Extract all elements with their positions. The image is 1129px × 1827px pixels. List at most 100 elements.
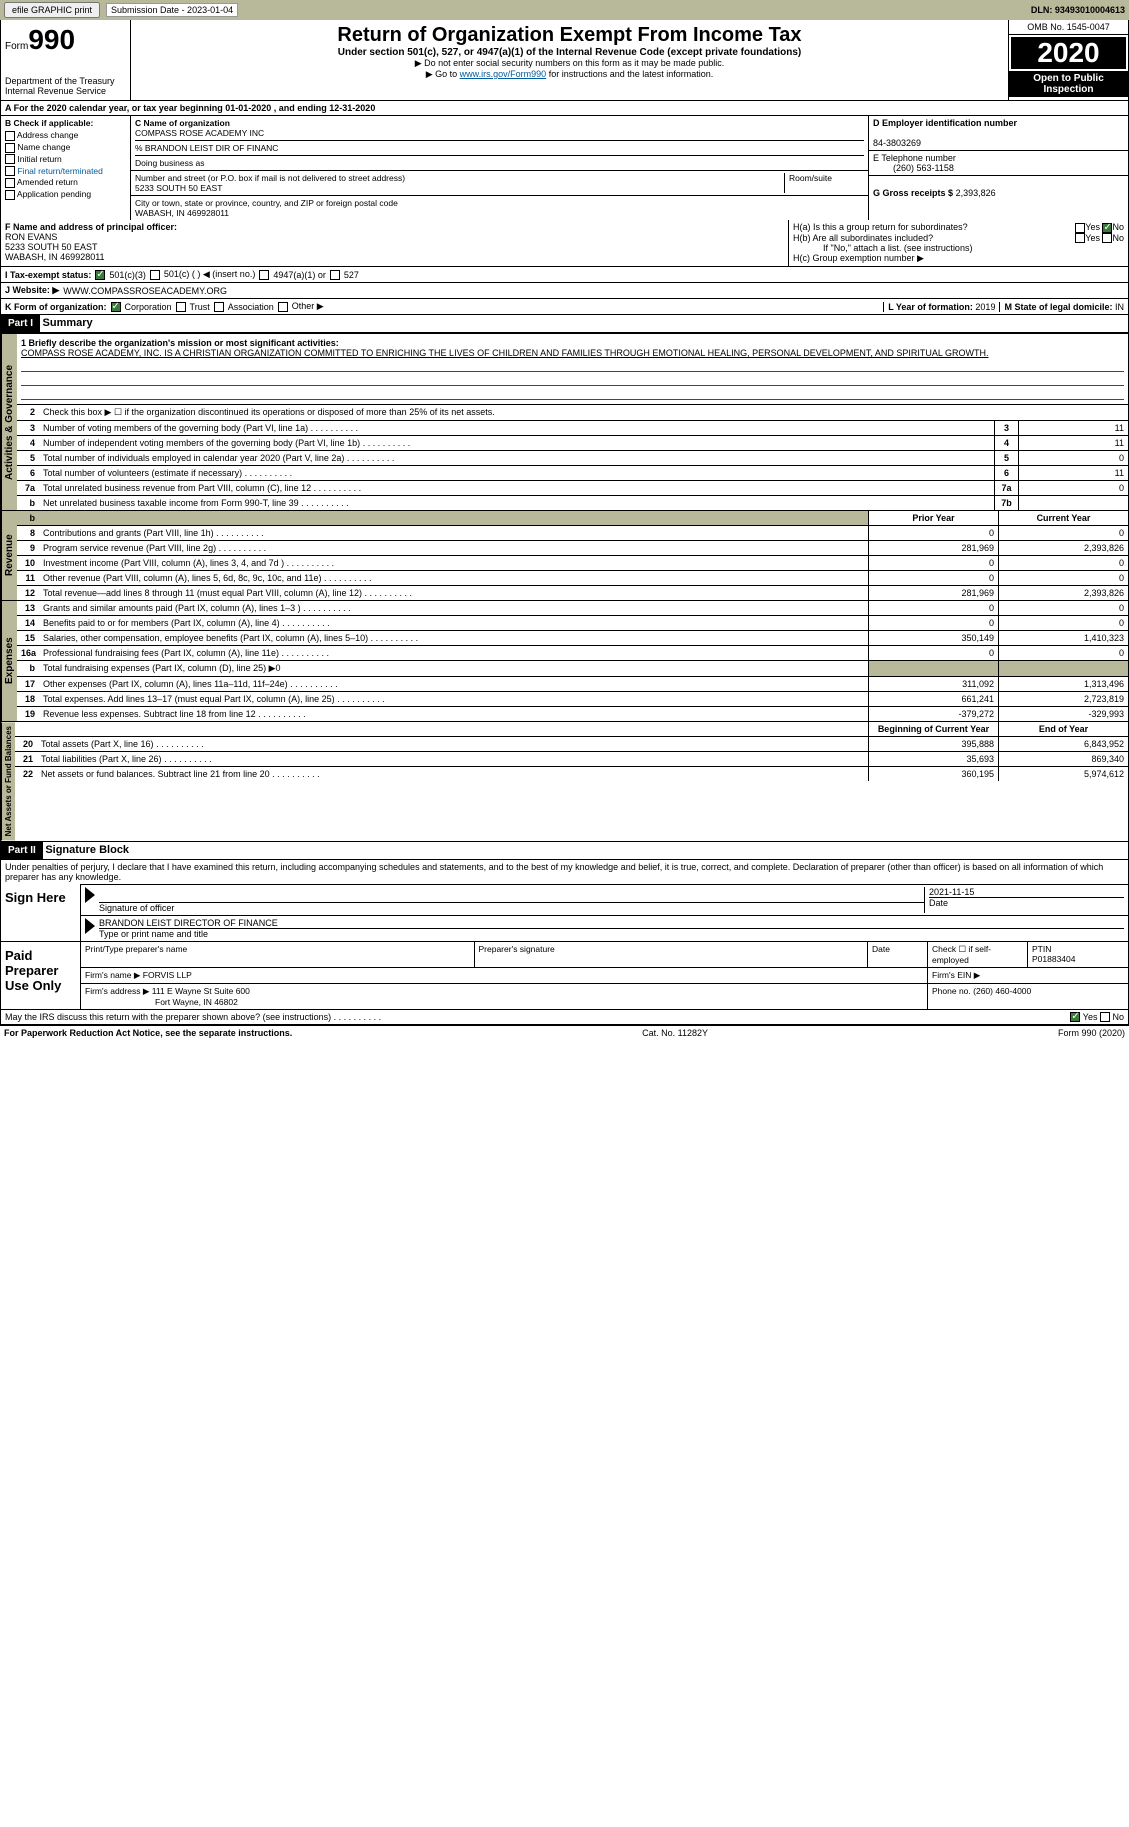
cb-527[interactable] <box>330 270 340 280</box>
summary-line: 12Total revenue—add lines 8 through 11 (… <box>17 586 1128 600</box>
website: WWW.COMPASSROSEACADEMY.ORG <box>63 286 227 296</box>
prior-year-hdr: Prior Year <box>868 511 998 525</box>
summary-line: 8Contributions and grants (Part VIII, li… <box>17 526 1128 541</box>
summary-line: 6Total number of volunteers (estimate if… <box>17 466 1128 481</box>
note-link-post: for instructions and the latest informat… <box>546 69 713 79</box>
cb-name-change[interactable] <box>5 143 15 153</box>
summary-line: bNet unrelated business taxable income f… <box>17 496 1128 510</box>
col-d: D Employer identification number 84-3803… <box>868 116 1128 220</box>
phone: (260) 460-4000 <box>973 986 1031 996</box>
summary-line: 21Total liabilities (Part X, line 26)35,… <box>15 752 1128 767</box>
form-number: 990 <box>28 24 75 55</box>
mission-label: 1 Briefly describe the organization's mi… <box>21 338 339 348</box>
cb-hb-yes[interactable] <box>1075 233 1085 243</box>
dept-label: Department of the Treasury Internal Reve… <box>5 76 126 96</box>
col-b-checkboxes: B Check if applicable: Address change Na… <box>1 116 131 220</box>
net-section: Net Assets or Fund Balances Beginning of… <box>0 722 1129 841</box>
page-footer: For Paperwork Reduction Act Notice, see … <box>0 1025 1129 1040</box>
ha-label: H(a) Is this a group return for subordin… <box>793 222 968 233</box>
cb-app-pending[interactable] <box>5 190 15 200</box>
officer-name-title: BRANDON LEIST DIRECTOR OF FINANCE <box>99 918 1124 929</box>
addr: 5233 SOUTH 50 EAST <box>135 183 784 193</box>
form-header: Form990 Department of the Treasury Inter… <box>0 20 1129 101</box>
note-link-pre: ▶ Go to <box>426 69 460 79</box>
part2-title: Signature Block <box>45 844 129 856</box>
form-title: Return of Organization Exempt From Incom… <box>135 24 1004 47</box>
signature-block: Under penalties of perjury, I declare th… <box>0 860 1129 1010</box>
current-year-hdr: Current Year <box>998 511 1128 525</box>
org-name: COMPASS ROSE ACADEMY INC <box>135 128 864 138</box>
row-b-shade: b <box>17 511 39 525</box>
cb-501c3[interactable] <box>95 270 105 280</box>
cb-amended[interactable] <box>5 178 15 188</box>
cb-initial-return[interactable] <box>5 154 15 164</box>
firm-addr: 111 E Wayne St Suite 600 <box>152 986 250 996</box>
summary-line: 15Salaries, other compensation, employee… <box>17 631 1128 646</box>
cb-corp[interactable] <box>111 302 121 312</box>
sig-officer-label: Signature of officer <box>99 903 924 913</box>
cb-assoc[interactable] <box>214 302 224 312</box>
summary-line: 22Net assets or fund balances. Subtract … <box>15 767 1128 781</box>
row-k: K Form of organization: Corporation Trus… <box>0 299 1129 315</box>
tax-year: 2020 <box>1009 35 1128 71</box>
summary-line: 14Benefits paid to or for members (Part … <box>17 616 1128 631</box>
top-bar: efile GRAPHIC print Submission Date - 20… <box>0 0 1129 20</box>
cb-final-return[interactable] <box>5 166 15 176</box>
efile-button[interactable]: efile GRAPHIC print <box>4 2 100 18</box>
open-inspection: Open to Public Inspection <box>1009 71 1128 97</box>
hc-label: H(c) Group exemption number ▶ <box>793 253 1124 264</box>
sign-here-label: Sign Here <box>1 884 81 941</box>
dln: DLN: 93493010004613 <box>1031 5 1125 15</box>
officer-addr1: 5233 SOUTH 50 EAST <box>5 242 98 252</box>
cb-address-change[interactable] <box>5 131 15 141</box>
officer-name: RON EVANS <box>5 232 57 242</box>
gov-section: Activities & Governance 1 Briefly descri… <box>0 333 1129 511</box>
cb-other[interactable] <box>278 302 288 312</box>
cb-trust[interactable] <box>176 302 186 312</box>
form-org-label: K Form of organization: <box>5 302 107 312</box>
officer-addr2: WABASH, IN 469928011 <box>5 252 105 262</box>
city: WABASH, IN 469928011 <box>135 208 864 218</box>
discuss-row: May the IRS discuss this return with the… <box>0 1010 1129 1026</box>
firm-city: Fort Wayne, IN 46802 <box>85 997 238 1007</box>
cb-discuss-yes[interactable] <box>1070 1012 1080 1022</box>
cb-hb-no[interactable] <box>1102 233 1112 243</box>
summary-line: 20Total assets (Part X, line 16)395,8886… <box>15 737 1128 752</box>
summary-line: 5Total number of individuals employed in… <box>17 451 1128 466</box>
sig-arrow-icon <box>85 918 95 934</box>
tel: (260) 563-1158 <box>873 163 954 173</box>
ein: 84-3803269 <box>873 138 921 148</box>
vtab-net-assets: Net Assets or Fund Balances <box>1 722 15 840</box>
ptin-label: PTIN <box>1032 944 1051 954</box>
self-emp-label: Check ☐ if self-employed <box>928 942 1028 967</box>
cb-4947[interactable] <box>259 270 269 280</box>
officer-label: F Name and address of principal officer: <box>5 222 177 232</box>
summary-line: 13Grants and similar amounts paid (Part … <box>17 601 1128 616</box>
cb-discuss-no[interactable] <box>1100 1012 1110 1022</box>
cb-501c[interactable] <box>150 270 160 280</box>
gross-label: G Gross receipts $ <box>873 188 953 198</box>
exp-section: Expenses 13Grants and similar amounts pa… <box>0 601 1129 722</box>
cb-ha-yes[interactable] <box>1075 223 1085 233</box>
irs-link[interactable]: www.irs.gov/Form990 <box>460 69 547 79</box>
footer-form: Form 990 (2020) <box>1058 1028 1125 1038</box>
summary-line: 11Other revenue (Part VIII, column (A), … <box>17 571 1128 586</box>
summary-line: 16aProfessional fundraising fees (Part I… <box>17 646 1128 661</box>
vtab-revenue: Revenue <box>1 511 17 600</box>
part2-hdr: Part II <box>1 842 43 859</box>
firm-addr-label: Firm's address ▶ <box>85 986 149 996</box>
sig-arrow-icon <box>85 887 95 903</box>
summary-line: 7aTotal unrelated business revenue from … <box>17 481 1128 496</box>
ptin: P01883404 <box>1032 954 1076 964</box>
mission-line <box>21 374 1124 386</box>
mission-line <box>21 388 1124 400</box>
summary-line: 9Program service revenue (Part VIII, lin… <box>17 541 1128 556</box>
section-fh: F Name and address of principal officer:… <box>0 220 1129 267</box>
cb-ha-no[interactable] <box>1102 223 1112 233</box>
summary-line: 3Number of voting members of the governi… <box>17 421 1128 436</box>
row-i: I Tax-exempt status: 501(c)(3) 501(c) ( … <box>0 267 1129 283</box>
gross: 2,393,826 <box>956 188 996 198</box>
vtab-expenses: Expenses <box>1 601 17 721</box>
prep-sig-label: Preparer's signature <box>475 942 869 967</box>
summary-line: 10Investment income (Part VIII, column (… <box>17 556 1128 571</box>
